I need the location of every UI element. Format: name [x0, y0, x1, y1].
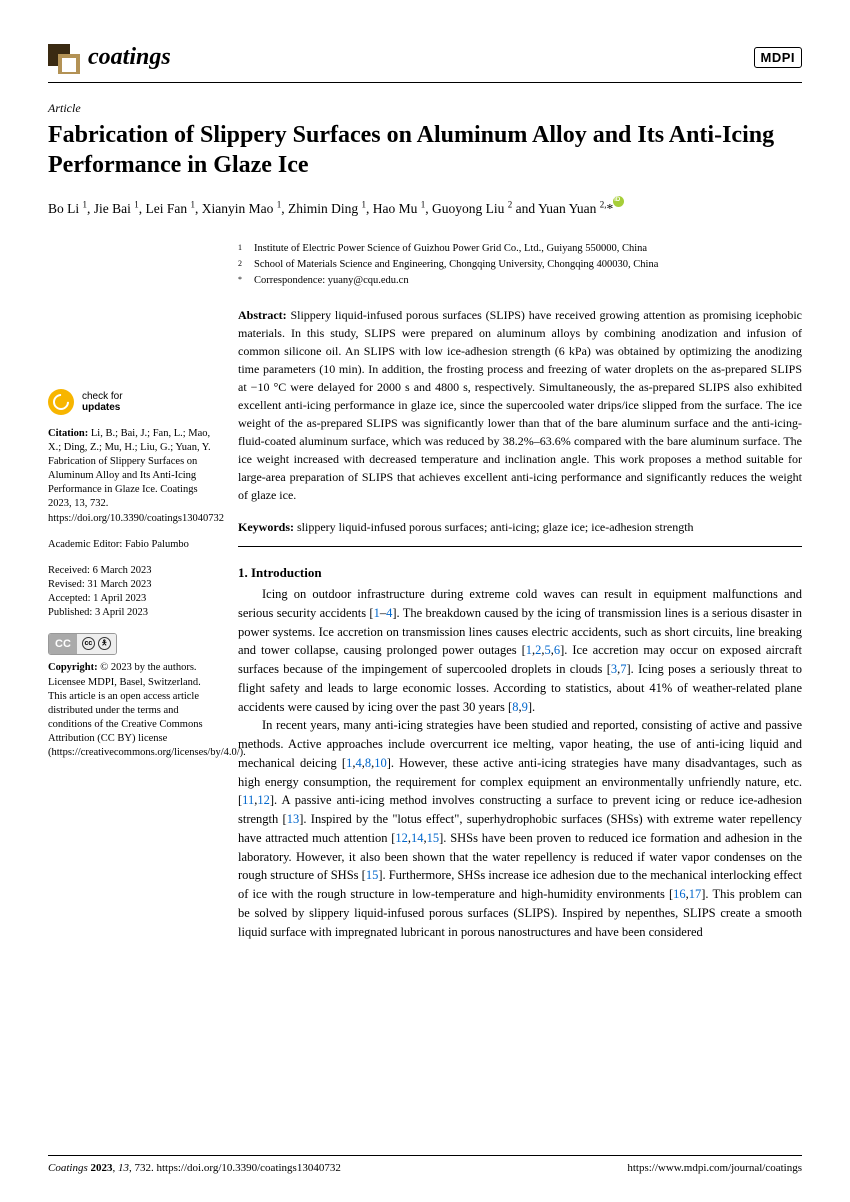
- intro-para-1: Icing on outdoor infrastructure during e…: [238, 585, 802, 716]
- license-block: CC cc 🯅 Copyright: © 2023 by the authors…: [48, 633, 216, 761]
- revised-date: Revised: 31 March 2023: [48, 578, 216, 592]
- affiliation-row: 2School of Materials Science and Enginee…: [238, 257, 802, 272]
- page-header: coatings MDPI: [48, 40, 802, 83]
- received-date: Received: 6 March 2023: [48, 564, 216, 578]
- article-type: Article: [48, 101, 802, 116]
- keywords: Keywords: slippery liquid-infused porous…: [238, 518, 802, 536]
- citation-label: Citation:: [48, 428, 88, 439]
- citation-text: Li, B.; Bai, J.; Fan, L.; Mao, X.; Ding,…: [48, 428, 224, 524]
- affiliation-row: 1Institute of Electric Power Science of …: [238, 241, 802, 256]
- dates-block: Received: 6 March 2023 Revised: 31 March…: [48, 564, 216, 621]
- abstract: Abstract: Slippery liquid-infused porous…: [238, 306, 802, 504]
- by-icon: 🯅: [98, 637, 111, 650]
- check-for-updates-button[interactable]: check for updates: [48, 389, 216, 415]
- orcid-icon[interactable]: [613, 196, 624, 207]
- updates-arrow-icon: [48, 389, 74, 415]
- sidebar: check for updates Citation: Li, B.; Bai,…: [48, 241, 216, 942]
- journal-name: coatings: [88, 44, 171, 71]
- main-column: 1Institute of Electric Power Science of …: [238, 241, 802, 942]
- author-list: Bo Li 1, Jie Bai 1, Lei Fan 1, Xianyin M…: [48, 196, 802, 217]
- footer-right[interactable]: https://www.mdpi.com/journal/coatings: [627, 1162, 802, 1174]
- journal-logo-block: coatings: [48, 40, 171, 74]
- section-1-body: Icing on outdoor infrastructure during e…: [238, 585, 802, 941]
- intro-para-2: In recent years, many anti-icing strateg…: [238, 716, 802, 941]
- journal-logo-icon: [48, 40, 82, 74]
- divider: [238, 546, 802, 547]
- page-footer: Coatings 2023, 13, 732. https://doi.org/…: [48, 1155, 802, 1174]
- check-line1: check for: [82, 391, 123, 402]
- copyright-label: Copyright:: [48, 662, 98, 673]
- authors-text: Bo Li 1, Jie Bai 1, Lei Fan 1, Xianyin M…: [48, 201, 613, 216]
- abstract-label: Abstract:: [238, 308, 287, 322]
- copyright-text: © 2023 by the authors. Licensee MDPI, Ba…: [48, 662, 246, 758]
- citation-block: Citation: Li, B.; Bai, J.; Fan, L.; Mao,…: [48, 427, 216, 526]
- footer-left: Coatings 2023, 13, 732. https://doi.org/…: [48, 1162, 341, 1174]
- article-title: Fabrication of Slippery Surfaces on Alum…: [48, 120, 802, 180]
- editor-label: Academic Editor:: [48, 539, 122, 550]
- accepted-date: Accepted: 1 April 2023: [48, 592, 216, 606]
- affiliation-row: *Correspondence: yuany@cqu.edu.cn: [238, 273, 802, 288]
- keywords-text: slippery liquid-infused porous surfaces;…: [297, 520, 694, 534]
- cc-icon: cc: [82, 637, 95, 650]
- affiliations: 1Institute of Electric Power Science of …: [238, 241, 802, 289]
- keywords-label: Keywords:: [238, 520, 294, 534]
- published-date: Published: 3 April 2023: [48, 606, 216, 620]
- publisher-badge[interactable]: MDPI: [754, 47, 803, 68]
- editor-block: Academic Editor: Fabio Palumbo: [48, 538, 216, 552]
- abstract-text: Slippery liquid-infused porous surfaces …: [238, 308, 802, 502]
- section-1-title: 1. Introduction: [238, 565, 802, 581]
- check-line2: updates: [82, 402, 123, 413]
- editor-name: Fabio Palumbo: [125, 539, 189, 550]
- cc-by-badge[interactable]: CC cc 🯅: [48, 633, 117, 656]
